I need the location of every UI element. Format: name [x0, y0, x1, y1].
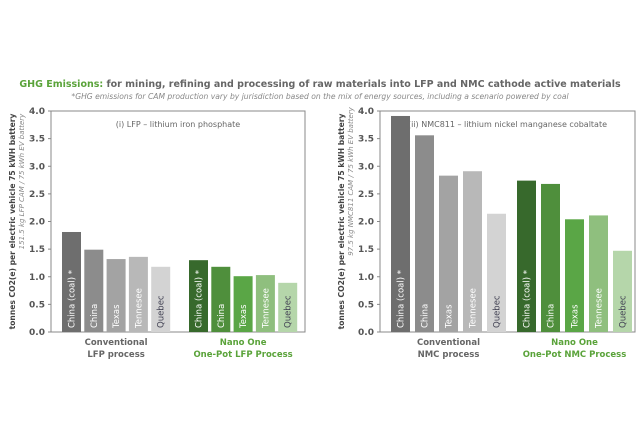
group-label: Nano One	[220, 338, 267, 348]
bar-category-label: Texas	[112, 304, 122, 329]
bar	[84, 249, 104, 332]
y-tick-label: 1.5	[358, 245, 374, 255]
group-label: One-Pot LFP Process	[193, 350, 292, 360]
bar	[233, 276, 253, 332]
bar-category-label: China (coal) *	[68, 270, 78, 328]
y-tick-label: 3.0	[29, 162, 45, 172]
y-tick-label: 0.5	[29, 300, 45, 310]
bar	[463, 171, 482, 332]
bar-category-label: Texas	[445, 304, 455, 329]
bar-category-label: Quebec	[493, 295, 503, 328]
y-tick-label: 1.0	[358, 273, 374, 283]
y-tick-label: 0.5	[358, 300, 374, 310]
bar-category-label: China	[90, 304, 100, 328]
bar-category-label: China (coal) *	[523, 270, 533, 328]
y-axis-sublabel: 97.5 kg NMC811 CAM / 75 kWh EV battery	[347, 106, 355, 255]
bar-category-label: Quebec	[619, 295, 629, 328]
bar	[541, 183, 560, 332]
bar-category-label: Tennesee	[469, 288, 479, 329]
bar-category-label: Texas	[571, 304, 581, 329]
figure-subtitle: *GHG emissions for CAM production vary b…	[71, 92, 569, 101]
title-highlight: GHG Emissions:	[19, 79, 104, 90]
y-tick-label: 3.5	[29, 135, 45, 145]
bar-category-label: Tennesee	[595, 288, 605, 329]
y-tick-label: 4.0	[29, 107, 45, 117]
y-axis-label: tonnes CO2(e) per electric vehicle 75 kW…	[8, 114, 17, 330]
group-label: NMC process	[418, 350, 480, 360]
bar-category-label: Quebec	[157, 295, 167, 328]
bar	[189, 260, 208, 332]
bar	[128, 256, 148, 332]
y-tick-label: 2.5	[358, 190, 374, 200]
bar-category-label: Tennesee	[261, 288, 271, 329]
bar-category-label: China	[217, 304, 227, 328]
title-rest: for mining, refining and processing of r…	[103, 79, 621, 90]
bar	[255, 275, 275, 332]
bar-category-label: China	[421, 304, 431, 328]
bar	[517, 180, 536, 332]
group-label: Nano One	[551, 338, 598, 348]
bar	[439, 175, 458, 332]
group-label: LFP process	[87, 350, 144, 360]
bar-category-label: Tennesee	[134, 288, 144, 329]
y-tick-label: 1.0	[29, 273, 45, 283]
bar	[106, 259, 126, 332]
bar-category-label: China (coal) *	[397, 270, 407, 328]
y-tick-label: 1.5	[29, 245, 45, 255]
y-axis-label: tonnes CO2(e) per electric vehicle 75 kW…	[337, 114, 346, 330]
bar	[278, 282, 298, 332]
group-label: Conventional	[417, 338, 480, 348]
figure-title: GHG Emissions: for mining, refining and …	[0, 79, 640, 90]
y-tick-label: 0.0	[358, 328, 374, 338]
y-tick-label: 2.5	[29, 190, 45, 200]
bar-category-label: Texas	[239, 304, 249, 329]
bar	[391, 115, 410, 332]
bar	[211, 266, 231, 332]
group-label: One-Pot NMC Process	[523, 350, 627, 360]
y-tick-label: 3.0	[358, 162, 374, 172]
bar	[151, 266, 171, 332]
y-tick-label: 2.0	[358, 218, 374, 228]
panel-title: (i) LFP – lithium iron phosphate	[116, 120, 241, 129]
y-tick-label: 2.0	[29, 218, 45, 228]
y-tick-label: 4.0	[358, 107, 374, 117]
bar-category-label: China (coal) *	[195, 270, 205, 328]
panel-title: (ii) NMC811 – lithium nickel manganese c…	[408, 120, 607, 129]
bar	[613, 250, 632, 332]
bar	[415, 135, 434, 332]
bar-category-label: China	[547, 304, 557, 328]
y-tick-label: 3.5	[358, 135, 374, 145]
bar	[487, 213, 506, 332]
bar	[589, 215, 608, 332]
group-label: Conventional	[85, 338, 148, 348]
y-tick-label: 0.0	[29, 328, 45, 338]
y-axis-sublabel: 151.5 kg LFP CAM / 75 kWh EV battery	[18, 113, 26, 249]
bar-category-label: Quebec	[284, 295, 294, 328]
bar	[565, 219, 584, 332]
bar	[62, 231, 81, 332]
